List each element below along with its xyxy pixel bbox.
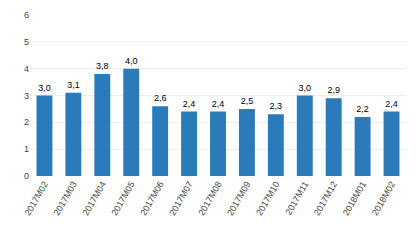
svg-text:2017M02: 2017M02 xyxy=(23,180,50,218)
svg-text:3,1: 3,1 xyxy=(67,80,80,90)
svg-text:2017M10: 2017M10 xyxy=(254,180,281,218)
svg-text:6: 6 xyxy=(24,10,29,20)
svg-text:2,6: 2,6 xyxy=(154,93,167,103)
svg-text:2,5: 2,5 xyxy=(241,96,254,106)
svg-text:3,0: 3,0 xyxy=(38,83,51,93)
svg-text:2,4: 2,4 xyxy=(385,99,398,109)
svg-text:2017M04: 2017M04 xyxy=(81,180,108,218)
svg-text:2017M06: 2017M06 xyxy=(138,180,165,218)
svg-text:2017M03: 2017M03 xyxy=(52,180,79,218)
svg-text:2,4: 2,4 xyxy=(212,99,225,109)
svg-text:4: 4 xyxy=(24,64,29,74)
svg-text:0: 0 xyxy=(24,171,29,181)
svg-text:2018M01: 2018M01 xyxy=(341,180,368,218)
svg-text:2017M08: 2017M08 xyxy=(196,180,223,218)
svg-text:2017M09: 2017M09 xyxy=(225,180,252,218)
svg-text:2017M12: 2017M12 xyxy=(312,180,339,218)
svg-text:2: 2 xyxy=(24,117,29,127)
svg-text:2017M07: 2017M07 xyxy=(167,180,194,218)
svg-text:2,9: 2,9 xyxy=(327,85,340,95)
svg-text:2017M05: 2017M05 xyxy=(109,180,136,218)
svg-text:2018M02: 2018M02 xyxy=(370,180,397,218)
svg-text:3,8: 3,8 xyxy=(96,61,109,71)
svg-text:2,3: 2,3 xyxy=(270,101,283,111)
svg-text:2,4: 2,4 xyxy=(183,99,196,109)
svg-text:4,0: 4,0 xyxy=(125,56,138,66)
svg-text:2,2: 2,2 xyxy=(356,104,369,114)
svg-text:3: 3 xyxy=(24,91,29,101)
svg-text:5: 5 xyxy=(24,37,29,47)
svg-text:2017M11: 2017M11 xyxy=(283,180,310,217)
svg-text:1: 1 xyxy=(24,144,29,154)
svg-text:3,0: 3,0 xyxy=(299,83,312,93)
